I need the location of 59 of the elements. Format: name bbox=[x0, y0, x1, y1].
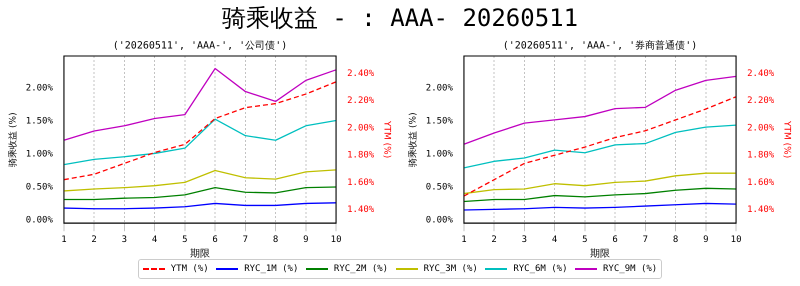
y-tick-label: 2.00% bbox=[426, 84, 454, 94]
legend-label: RYC_9M (%) bbox=[603, 264, 658, 274]
x-tick-label: 3 bbox=[122, 234, 128, 245]
y-axis-title: 骑乘收益 (%) bbox=[8, 112, 19, 167]
x-tick-label: 1 bbox=[61, 234, 67, 245]
y2-tick-label: 1.80% bbox=[747, 150, 775, 161]
y2-axis-title: YTM (%) bbox=[381, 120, 392, 158]
y-tick-label: 1.50% bbox=[26, 116, 54, 127]
y-tick-label: 1.50% bbox=[426, 116, 454, 127]
y2-tick-label: 2.40% bbox=[747, 69, 775, 80]
y-axis-title: 骑乘收益 (%) bbox=[408, 112, 419, 167]
x-tick-label: 1 bbox=[461, 234, 467, 245]
y-tick-label: 1.00% bbox=[426, 149, 454, 160]
y2-tick-label: 1.40% bbox=[347, 204, 375, 215]
y2-tick-label: 2.40% bbox=[347, 69, 375, 80]
x-tick-label: 6 bbox=[212, 234, 218, 245]
x-tick-label: 4 bbox=[152, 234, 158, 245]
legend-label: RYC_6M (%) bbox=[513, 264, 568, 274]
x-tick-label: 7 bbox=[642, 234, 648, 245]
y-tick-label: 2.00% bbox=[26, 84, 54, 94]
x-tick-label: 7 bbox=[242, 234, 248, 245]
legend-label: YTM (%) bbox=[170, 264, 209, 274]
y-tick-label: 0.00% bbox=[26, 215, 54, 226]
y-tick-label: 0.50% bbox=[26, 182, 54, 192]
text: 骑乘收益 - : AAA- 20260511 bbox=[220, 3, 580, 34]
legend-label: RYC_1M (%) bbox=[244, 264, 298, 274]
x-tick-label: 8 bbox=[672, 234, 678, 245]
y2-tick-label: 2.00% bbox=[747, 123, 775, 134]
chart-subtitle: ('20260511', 'AAA-', '券商普通债') bbox=[502, 40, 698, 52]
x-tick-label: 5 bbox=[582, 234, 588, 245]
y2-tick-label: 1.60% bbox=[347, 178, 375, 188]
x-tick-label: 2 bbox=[491, 234, 497, 245]
x-tick-label: 6 bbox=[612, 234, 618, 245]
x-tick-label: 9 bbox=[303, 234, 309, 245]
x-axis-title: 期限 bbox=[190, 248, 210, 260]
x-tick-label: 4 bbox=[552, 234, 558, 245]
legend-label: RYC_3M (%) bbox=[424, 264, 478, 274]
y2-axis-title: YTM (%) bbox=[781, 120, 792, 158]
x-axis-title: 期限 bbox=[590, 248, 610, 260]
x-tick-label: 9 bbox=[703, 234, 709, 245]
line-series bbox=[64, 81, 336, 180]
x-tick-label: 3 bbox=[522, 234, 528, 245]
y2-tick-label: 2.20% bbox=[347, 96, 375, 106]
y-tick-label: 0.50% bbox=[426, 182, 454, 192]
y2-tick-label: 1.40% bbox=[747, 204, 775, 215]
y-tick-label: 1.00% bbox=[26, 149, 54, 160]
y-tick-label: 0.00% bbox=[426, 215, 454, 226]
line-series bbox=[464, 96, 736, 197]
x-tick-label: 8 bbox=[272, 234, 278, 245]
y2-tick-label: 1.80% bbox=[347, 150, 375, 161]
chart-subtitle: ('20260511', 'AAA-', '公司债') bbox=[112, 40, 288, 52]
x-tick-label: 5 bbox=[182, 234, 188, 245]
x-tick-label: 10 bbox=[730, 234, 742, 245]
y2-tick-label: 1.60% bbox=[747, 178, 775, 188]
x-tick-label: 2 bbox=[91, 234, 97, 245]
y2-tick-label: 2.00% bbox=[347, 123, 375, 134]
x-tick-label: 10 bbox=[330, 234, 342, 245]
y2-tick-label: 2.20% bbox=[747, 96, 775, 106]
legend-label: RYC_2M (%) bbox=[334, 264, 388, 274]
